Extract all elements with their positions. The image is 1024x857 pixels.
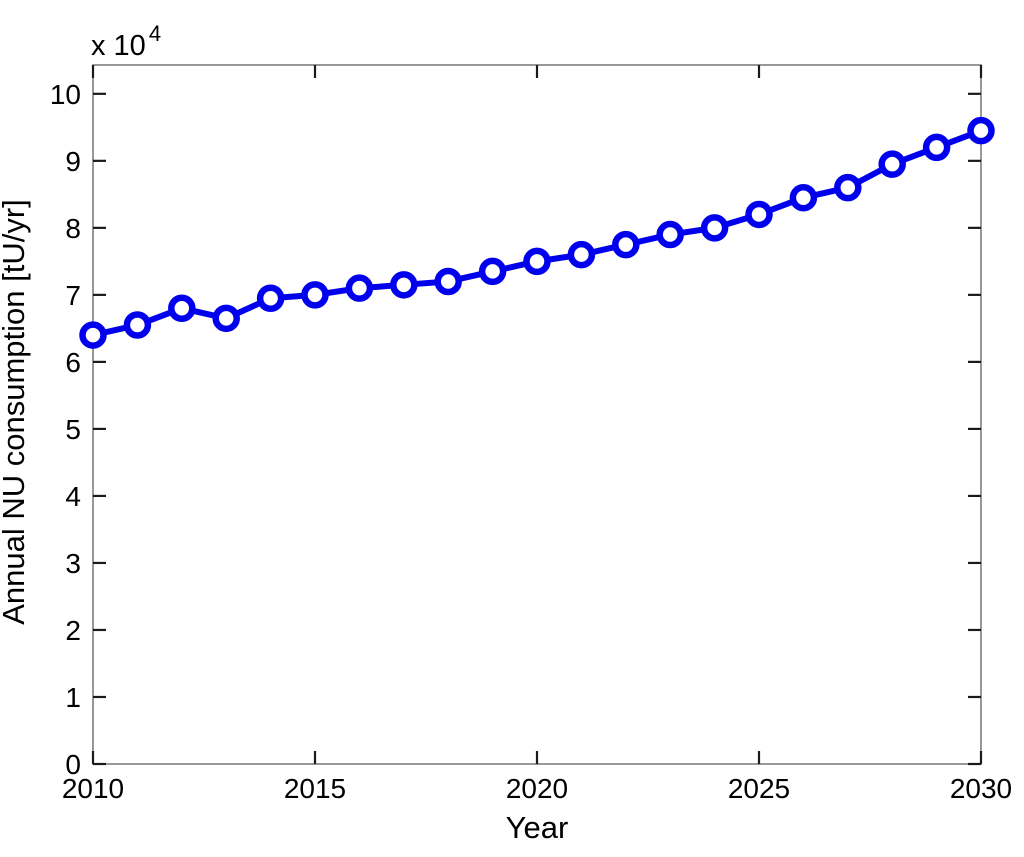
data-point-marker — [567, 240, 596, 269]
data-point-marker — [922, 133, 951, 162]
data-point-marker — [390, 271, 418, 299]
axes-layer: 2010 2015 2020 2025 2030 0 1 2 3 4 5 6 7 8 9 10 — [50, 64, 1012, 804]
data-point-marker — [967, 116, 995, 145]
y-tick-label: 4 — [65, 481, 81, 512]
y-tick-label: 1 — [65, 682, 81, 713]
data-point-marker — [834, 173, 862, 202]
x-tick-label: 2020 — [506, 773, 568, 804]
y-tick-label: 6 — [65, 347, 81, 378]
data-point-marker — [523, 247, 551, 276]
y-tick-label: 5 — [65, 414, 81, 445]
x-axis-label: Year — [506, 810, 569, 845]
data-point-marker — [256, 284, 285, 312]
y-tick-label: 8 — [65, 213, 81, 244]
y-tick-label: 7 — [65, 280, 81, 311]
data-point-marker — [612, 230, 640, 259]
y-tick-label: 2 — [65, 615, 81, 646]
data-point-marker — [168, 294, 196, 323]
x-tick-label: 2025 — [728, 773, 790, 804]
data-point-marker — [745, 200, 773, 229]
y-tick-label: 3 — [65, 548, 81, 579]
x-tick-label: 2030 — [950, 773, 1012, 804]
y-tick-label: 0 — [65, 749, 81, 780]
data-point-marker — [478, 257, 507, 286]
data-point-marker — [79, 321, 107, 349]
data-point-marker — [789, 183, 818, 212]
x-tick-label: 2015 — [284, 773, 346, 804]
y-axis-multiplier: x 10 4 — [91, 21, 161, 62]
x-tick-label: 2010 — [62, 773, 124, 804]
y-axis-multiplier-base: x 10 — [91, 30, 146, 62]
data-point-marker — [700, 214, 729, 242]
data-series-layer — [79, 116, 995, 349]
data-point-marker — [123, 311, 152, 339]
label-layer: x 10 4 Annual NU consumption [tU/yr] Year — [0, 21, 568, 845]
y-axis-label: Annual NU consumption [tU/yr] — [0, 199, 31, 625]
data-point-marker — [656, 220, 684, 249]
data-point-marker — [301, 281, 329, 309]
data-point-marker — [212, 304, 240, 333]
plot-border — [92, 64, 982, 765]
y-tick-label: 10 — [50, 79, 81, 110]
y-axis-multiplier-exponent: 4 — [149, 21, 161, 46]
data-point-marker — [345, 274, 374, 302]
y-tick-label: 9 — [65, 146, 81, 177]
data-line — [90, 127, 984, 339]
data-point-marker — [878, 150, 906, 178]
data-point-marker — [434, 267, 462, 296]
